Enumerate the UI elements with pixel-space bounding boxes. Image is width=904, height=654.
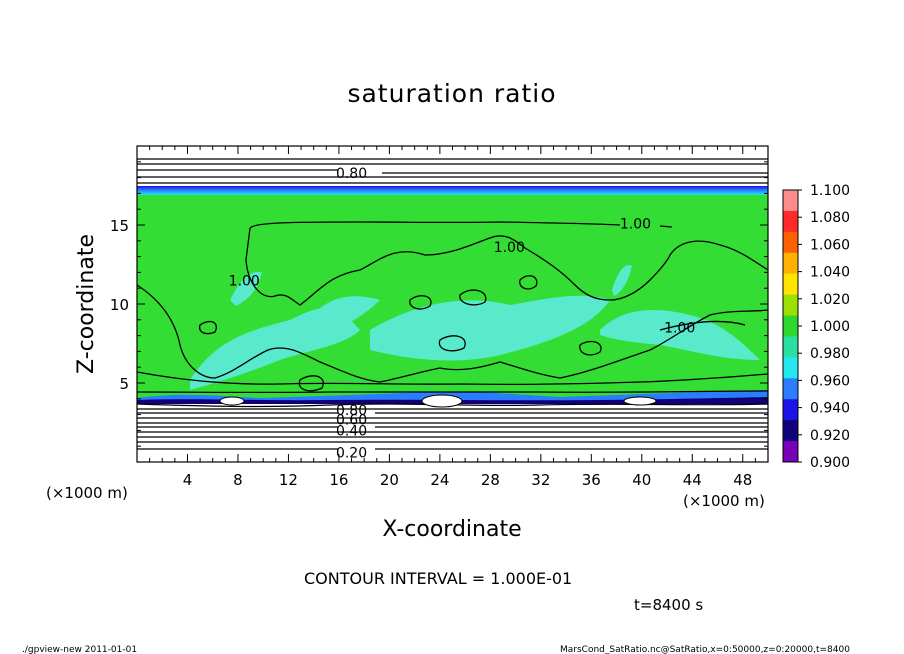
- colorbar-swatch: [783, 441, 798, 463]
- colorbar-swatch: [783, 252, 798, 274]
- x-tick-label: 16: [329, 471, 348, 489]
- y-tick-label: 15: [110, 217, 129, 235]
- colorbar-label: 0.920: [810, 428, 850, 444]
- x-tick-label: 8: [233, 471, 243, 489]
- colorbar-swatch: [783, 420, 798, 442]
- contour-interval-text: CONTOUR INTERVAL = 1.000E-01: [304, 569, 572, 588]
- y-tick-label: 10: [110, 296, 129, 314]
- y-axis-unit: (×1000 m): [46, 484, 128, 502]
- x-tick-label: 36: [582, 471, 601, 489]
- colorbar-swatch: [783, 357, 798, 379]
- lower-contours: [137, 403, 768, 450]
- colorbar-label: 1.080: [810, 210, 850, 226]
- x-tick-label: 12: [279, 471, 298, 489]
- white-blobs: [219, 394, 657, 408]
- colorbar-swatch: [783, 336, 798, 358]
- colorbar-label: 1.100: [810, 183, 850, 199]
- chart-title: saturation ratio: [347, 79, 556, 108]
- colorbar-label: 1.020: [810, 292, 850, 308]
- contour-label: 0.80: [336, 403, 367, 419]
- contour-label: 1.00: [494, 240, 525, 256]
- contour-label: 1.00: [664, 321, 695, 337]
- x-axis-unit: (×1000 m): [683, 492, 765, 510]
- contour-label: 0.60: [336, 412, 367, 428]
- x-tick-label: 20: [380, 471, 399, 489]
- x-tick-label: 44: [683, 471, 702, 489]
- colorbar-label: 1.060: [810, 237, 850, 253]
- colorbar-label: 0.980: [810, 346, 850, 362]
- x-tick-label: 4: [183, 471, 193, 489]
- colorbar-swatch: [783, 231, 798, 254]
- field-lower-region: [137, 404, 768, 462]
- colorbar-label: 0.900: [810, 455, 850, 471]
- x-tick-label: 40: [632, 471, 651, 489]
- footer-right: MarsCond_SatRatio.nc@SatRatio,x=0:50000,…: [560, 645, 850, 654]
- colorbar-label: 1.040: [810, 265, 850, 281]
- contour-label: 1.00: [229, 273, 260, 289]
- time-text: t=8400 s: [634, 596, 703, 614]
- x-axis-label: X-coordinate: [382, 517, 521, 542]
- contour-label: 0.20: [336, 446, 367, 462]
- field-top-band: [137, 186, 768, 195]
- contour-label: 0.80: [336, 166, 367, 182]
- contour-lines: [137, 158, 768, 394]
- x-tick-label: 28: [481, 471, 500, 489]
- colorbar-swatch: [783, 190, 798, 212]
- footer-left: ./gpview-new 2011-01-01: [22, 645, 137, 654]
- y-tick-label: 5: [119, 375, 129, 393]
- x-tick-label: 24: [430, 471, 449, 489]
- plot-field: [137, 146, 768, 462]
- colorbar-swatch: [783, 294, 798, 316]
- colorbar-swatch: [783, 273, 798, 295]
- colorbar-label: 1.000: [810, 319, 850, 335]
- x-tick-label: 32: [531, 471, 550, 489]
- y-axis-label: Z-coordinate: [74, 234, 99, 374]
- contour-label: 0.40: [336, 423, 367, 439]
- colorbar-swatch: [783, 210, 798, 233]
- colorbar-label: 0.960: [810, 373, 850, 389]
- contour-labels: 0.801.001.001.001.000.800.600.400.20: [229, 166, 696, 462]
- colorbar-swatch: [783, 315, 798, 337]
- colorbar-swatch: [783, 399, 798, 421]
- colorbar: 1.100 1.080 1.060 1.040 1.020 1.000 0.980 0.960…: [782, 183, 850, 471]
- colorbar-label: 0.940: [810, 401, 850, 417]
- contour-label: 1.00: [620, 216, 651, 232]
- colorbar-swatch: [783, 378, 798, 400]
- cyan-plumes: [190, 265, 760, 390]
- x-tick-label: 48: [733, 471, 752, 489]
